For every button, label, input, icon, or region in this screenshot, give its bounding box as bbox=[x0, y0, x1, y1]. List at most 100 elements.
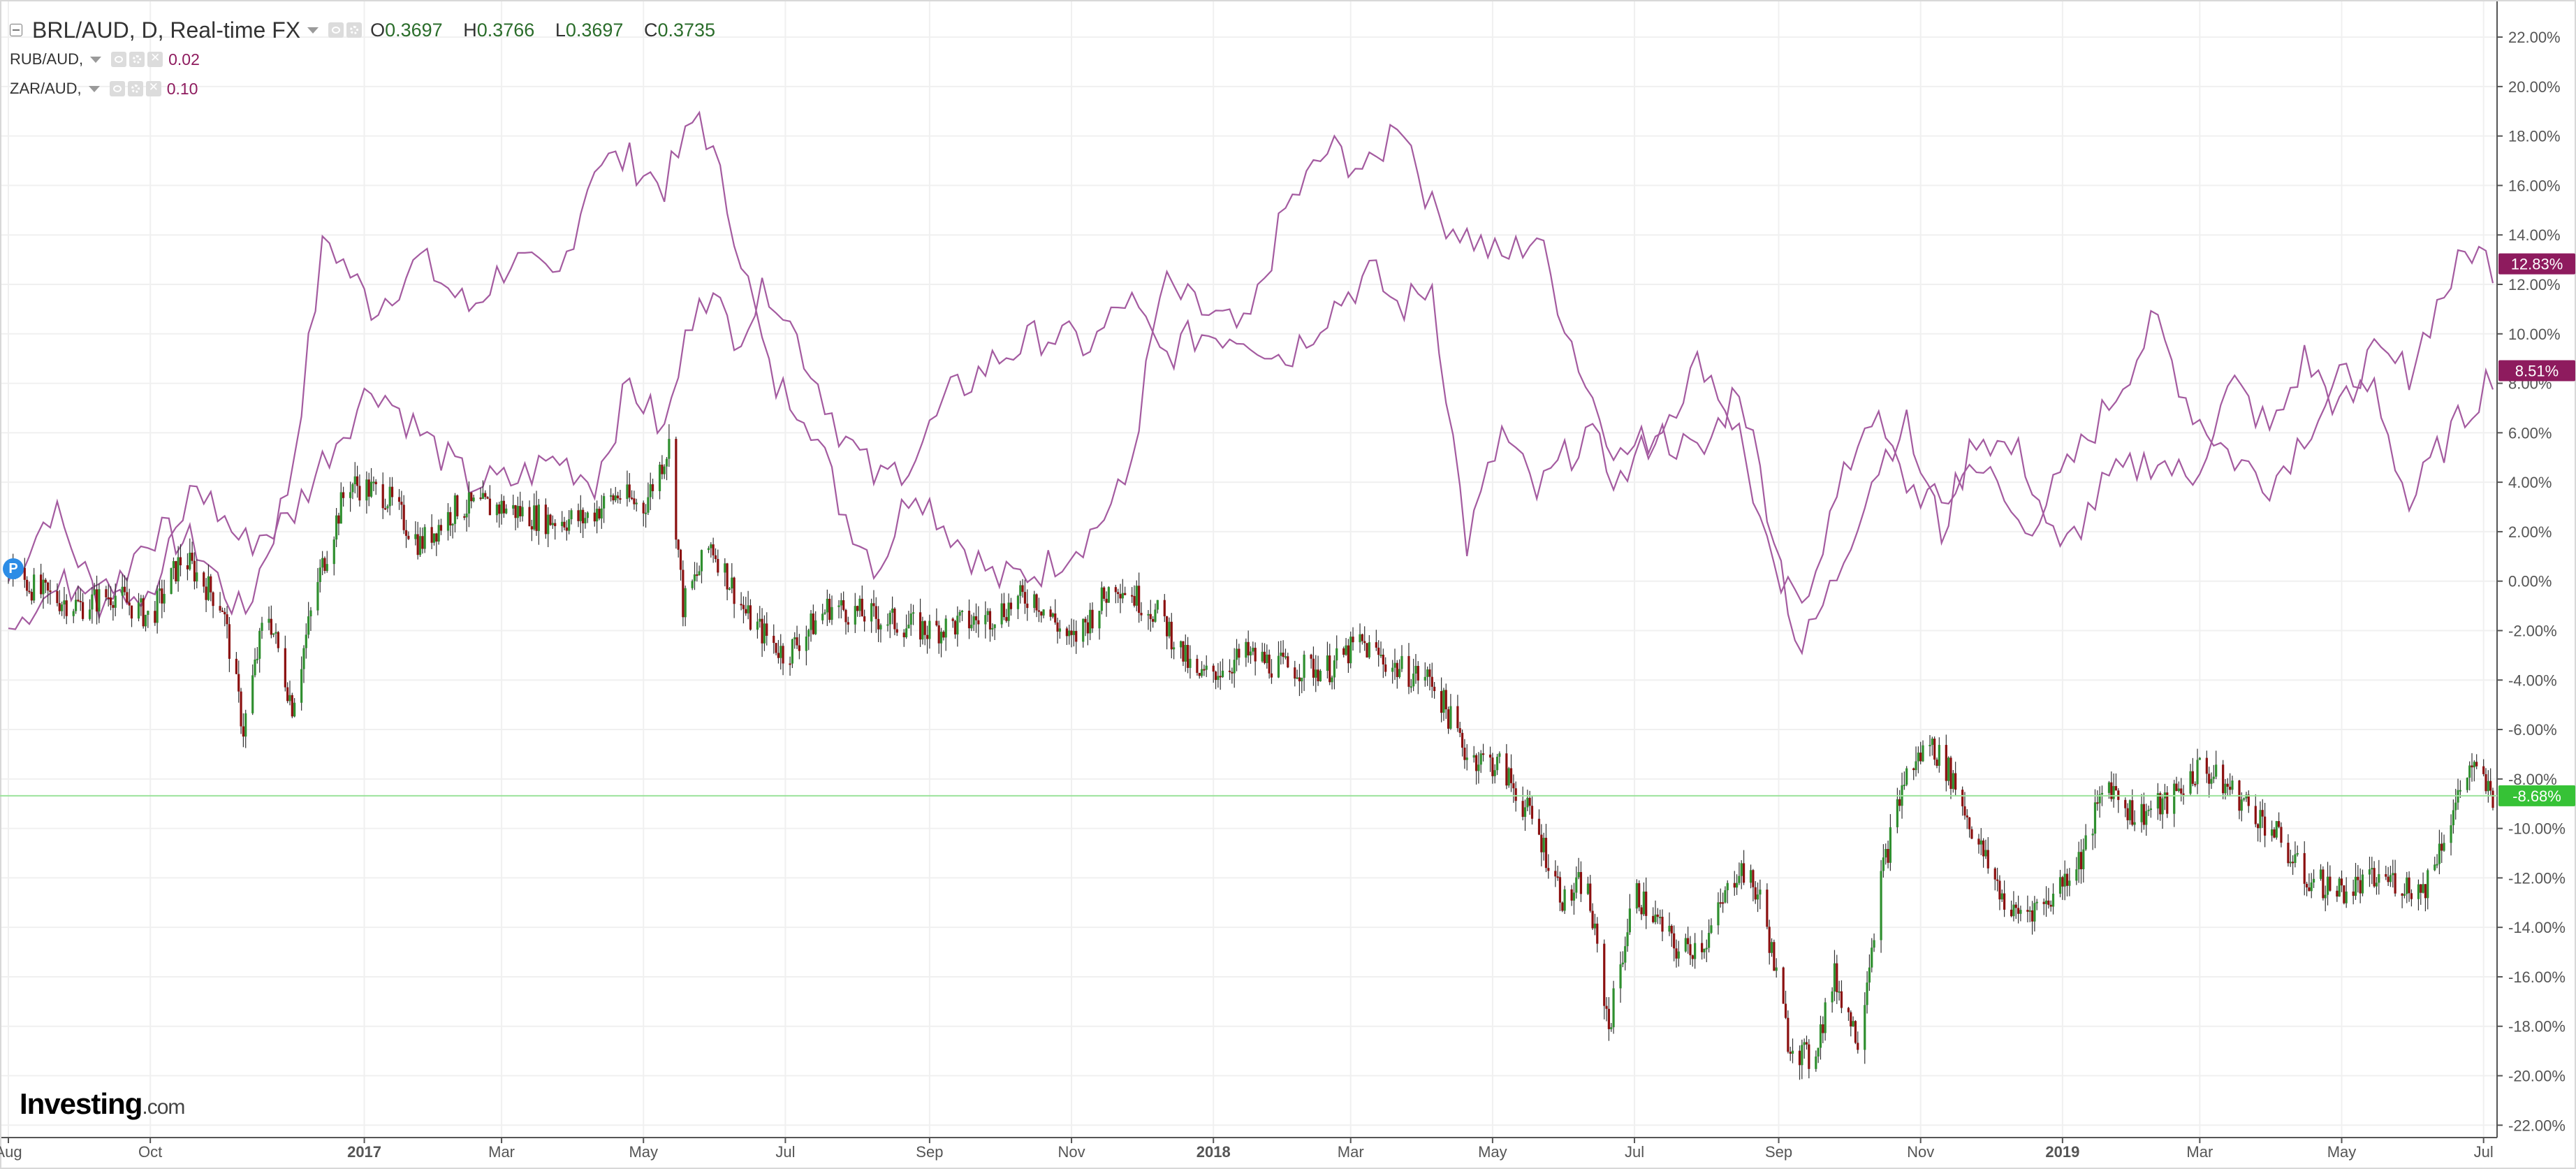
candle-body bbox=[1214, 671, 1217, 681]
overlay-menu-caret-icon[interactable] bbox=[90, 56, 102, 63]
candle-body bbox=[2352, 891, 2355, 896]
candle-body bbox=[2077, 852, 2080, 870]
eye-icon[interactable] bbox=[109, 81, 125, 96]
candle-body bbox=[358, 486, 361, 501]
candle-body bbox=[2175, 783, 2178, 792]
candle-body bbox=[1479, 753, 1482, 765]
candle-body bbox=[2208, 774, 2211, 784]
gear-icon[interactable] bbox=[129, 52, 145, 67]
candle-body bbox=[272, 633, 275, 635]
gear-icon[interactable] bbox=[346, 22, 363, 38]
candle-body bbox=[1345, 645, 1347, 655]
candle-body bbox=[1133, 596, 1136, 606]
overlay-line-zar-aud bbox=[8, 259, 2494, 655]
candle-body bbox=[628, 484, 631, 498]
eye-icon[interactable] bbox=[328, 22, 344, 38]
candle-body bbox=[2033, 903, 2036, 922]
candle-body bbox=[1347, 645, 1349, 664]
candle-body bbox=[2354, 876, 2357, 896]
candle-body bbox=[2277, 821, 2281, 827]
candle-body bbox=[700, 550, 703, 572]
candle-body bbox=[568, 519, 571, 531]
candle-body bbox=[414, 534, 417, 539]
candle-body bbox=[228, 624, 230, 659]
candle-body bbox=[2091, 834, 2094, 836]
candle-body bbox=[1005, 617, 1008, 621]
candle-body bbox=[305, 634, 307, 648]
candle-body bbox=[1537, 818, 1541, 835]
candle-body bbox=[2133, 822, 2136, 825]
candle-body bbox=[325, 564, 328, 572]
y-tick-label: -18.00% bbox=[2508, 1018, 2566, 1036]
candle-body bbox=[1770, 942, 1773, 953]
candle-body bbox=[307, 616, 310, 635]
candle-body bbox=[1140, 613, 1143, 616]
candle-body bbox=[2305, 883, 2308, 888]
overlay-name-rub[interactable]: RUB/AUD, bbox=[10, 50, 84, 68]
candle-body bbox=[163, 593, 166, 604]
candle-body bbox=[717, 558, 719, 573]
candle-body bbox=[2191, 771, 2194, 784]
candle-body bbox=[1689, 944, 1692, 956]
candle-body bbox=[830, 607, 833, 620]
candle-body bbox=[58, 603, 61, 611]
candle-body bbox=[814, 620, 817, 634]
candle-body bbox=[663, 466, 666, 474]
candle-body bbox=[367, 479, 370, 497]
candle-body bbox=[261, 623, 263, 631]
candle-body bbox=[93, 589, 96, 595]
candle-body bbox=[1235, 648, 1238, 660]
y-tick-label: -22.00% bbox=[2508, 1117, 2566, 1134]
candle-body bbox=[2247, 794, 2250, 806]
eye-icon[interactable] bbox=[111, 52, 127, 67]
overlay-value-rub: 0.02 bbox=[168, 50, 200, 68]
overlay-row-rub: RUB/AUD, 0.02 bbox=[10, 45, 731, 74]
candle-body bbox=[2273, 829, 2276, 838]
candle-body bbox=[1058, 628, 1061, 632]
candle-body bbox=[2361, 874, 2364, 894]
candle-body bbox=[1852, 1021, 1854, 1027]
candle-body bbox=[1831, 991, 1834, 1003]
candle-body bbox=[1119, 594, 1122, 599]
candle-body bbox=[321, 558, 324, 568]
y-tick-label: -20.00% bbox=[2508, 1068, 2566, 1085]
candle-body bbox=[147, 611, 149, 615]
candle-body bbox=[1172, 647, 1176, 650]
overlay-menu-caret-icon[interactable] bbox=[88, 85, 100, 92]
candle-body bbox=[1603, 943, 1606, 1006]
candle-body bbox=[309, 610, 312, 617]
candle-body bbox=[1822, 1024, 1824, 1033]
candle-body bbox=[1654, 914, 1657, 922]
candle-body bbox=[2231, 780, 2234, 790]
candle-body bbox=[105, 589, 108, 597]
candle-body bbox=[1277, 655, 1280, 678]
overlay-name-zar[interactable]: ZAR/AUD, bbox=[10, 80, 82, 97]
candle-body bbox=[1426, 669, 1429, 677]
candle-body bbox=[2156, 793, 2160, 809]
candle-body bbox=[81, 602, 85, 619]
collapse-legend-icon[interactable] bbox=[10, 24, 22, 36]
candle-body bbox=[1591, 910, 1594, 929]
series-menu-caret-icon[interactable] bbox=[307, 27, 319, 34]
candle-body bbox=[1514, 788, 1517, 801]
p-badge-icon[interactable]: P bbox=[3, 558, 24, 579]
gear-icon[interactable] bbox=[127, 81, 143, 96]
main-series-title[interactable]: BRL/AUD, D, Real-time FX bbox=[32, 17, 301, 43]
x-tick-label: Nov bbox=[1907, 1143, 1934, 1161]
candle-body bbox=[1221, 670, 1224, 677]
candle-body bbox=[2182, 793, 2185, 795]
close-icon[interactable] bbox=[145, 80, 161, 96]
candle-body bbox=[1361, 634, 1363, 641]
close-icon[interactable] bbox=[147, 51, 163, 67]
candle-body bbox=[1268, 654, 1271, 674]
candle-body bbox=[960, 611, 964, 613]
candle-body bbox=[142, 598, 145, 627]
candle-body bbox=[2466, 778, 2468, 790]
candle-body bbox=[140, 598, 142, 603]
overlay-value-zar: 0.10 bbox=[166, 79, 198, 98]
candle-body bbox=[1366, 643, 1368, 658]
candle-body bbox=[658, 465, 661, 491]
candle-body bbox=[1912, 768, 1915, 771]
candle-body bbox=[984, 615, 987, 625]
